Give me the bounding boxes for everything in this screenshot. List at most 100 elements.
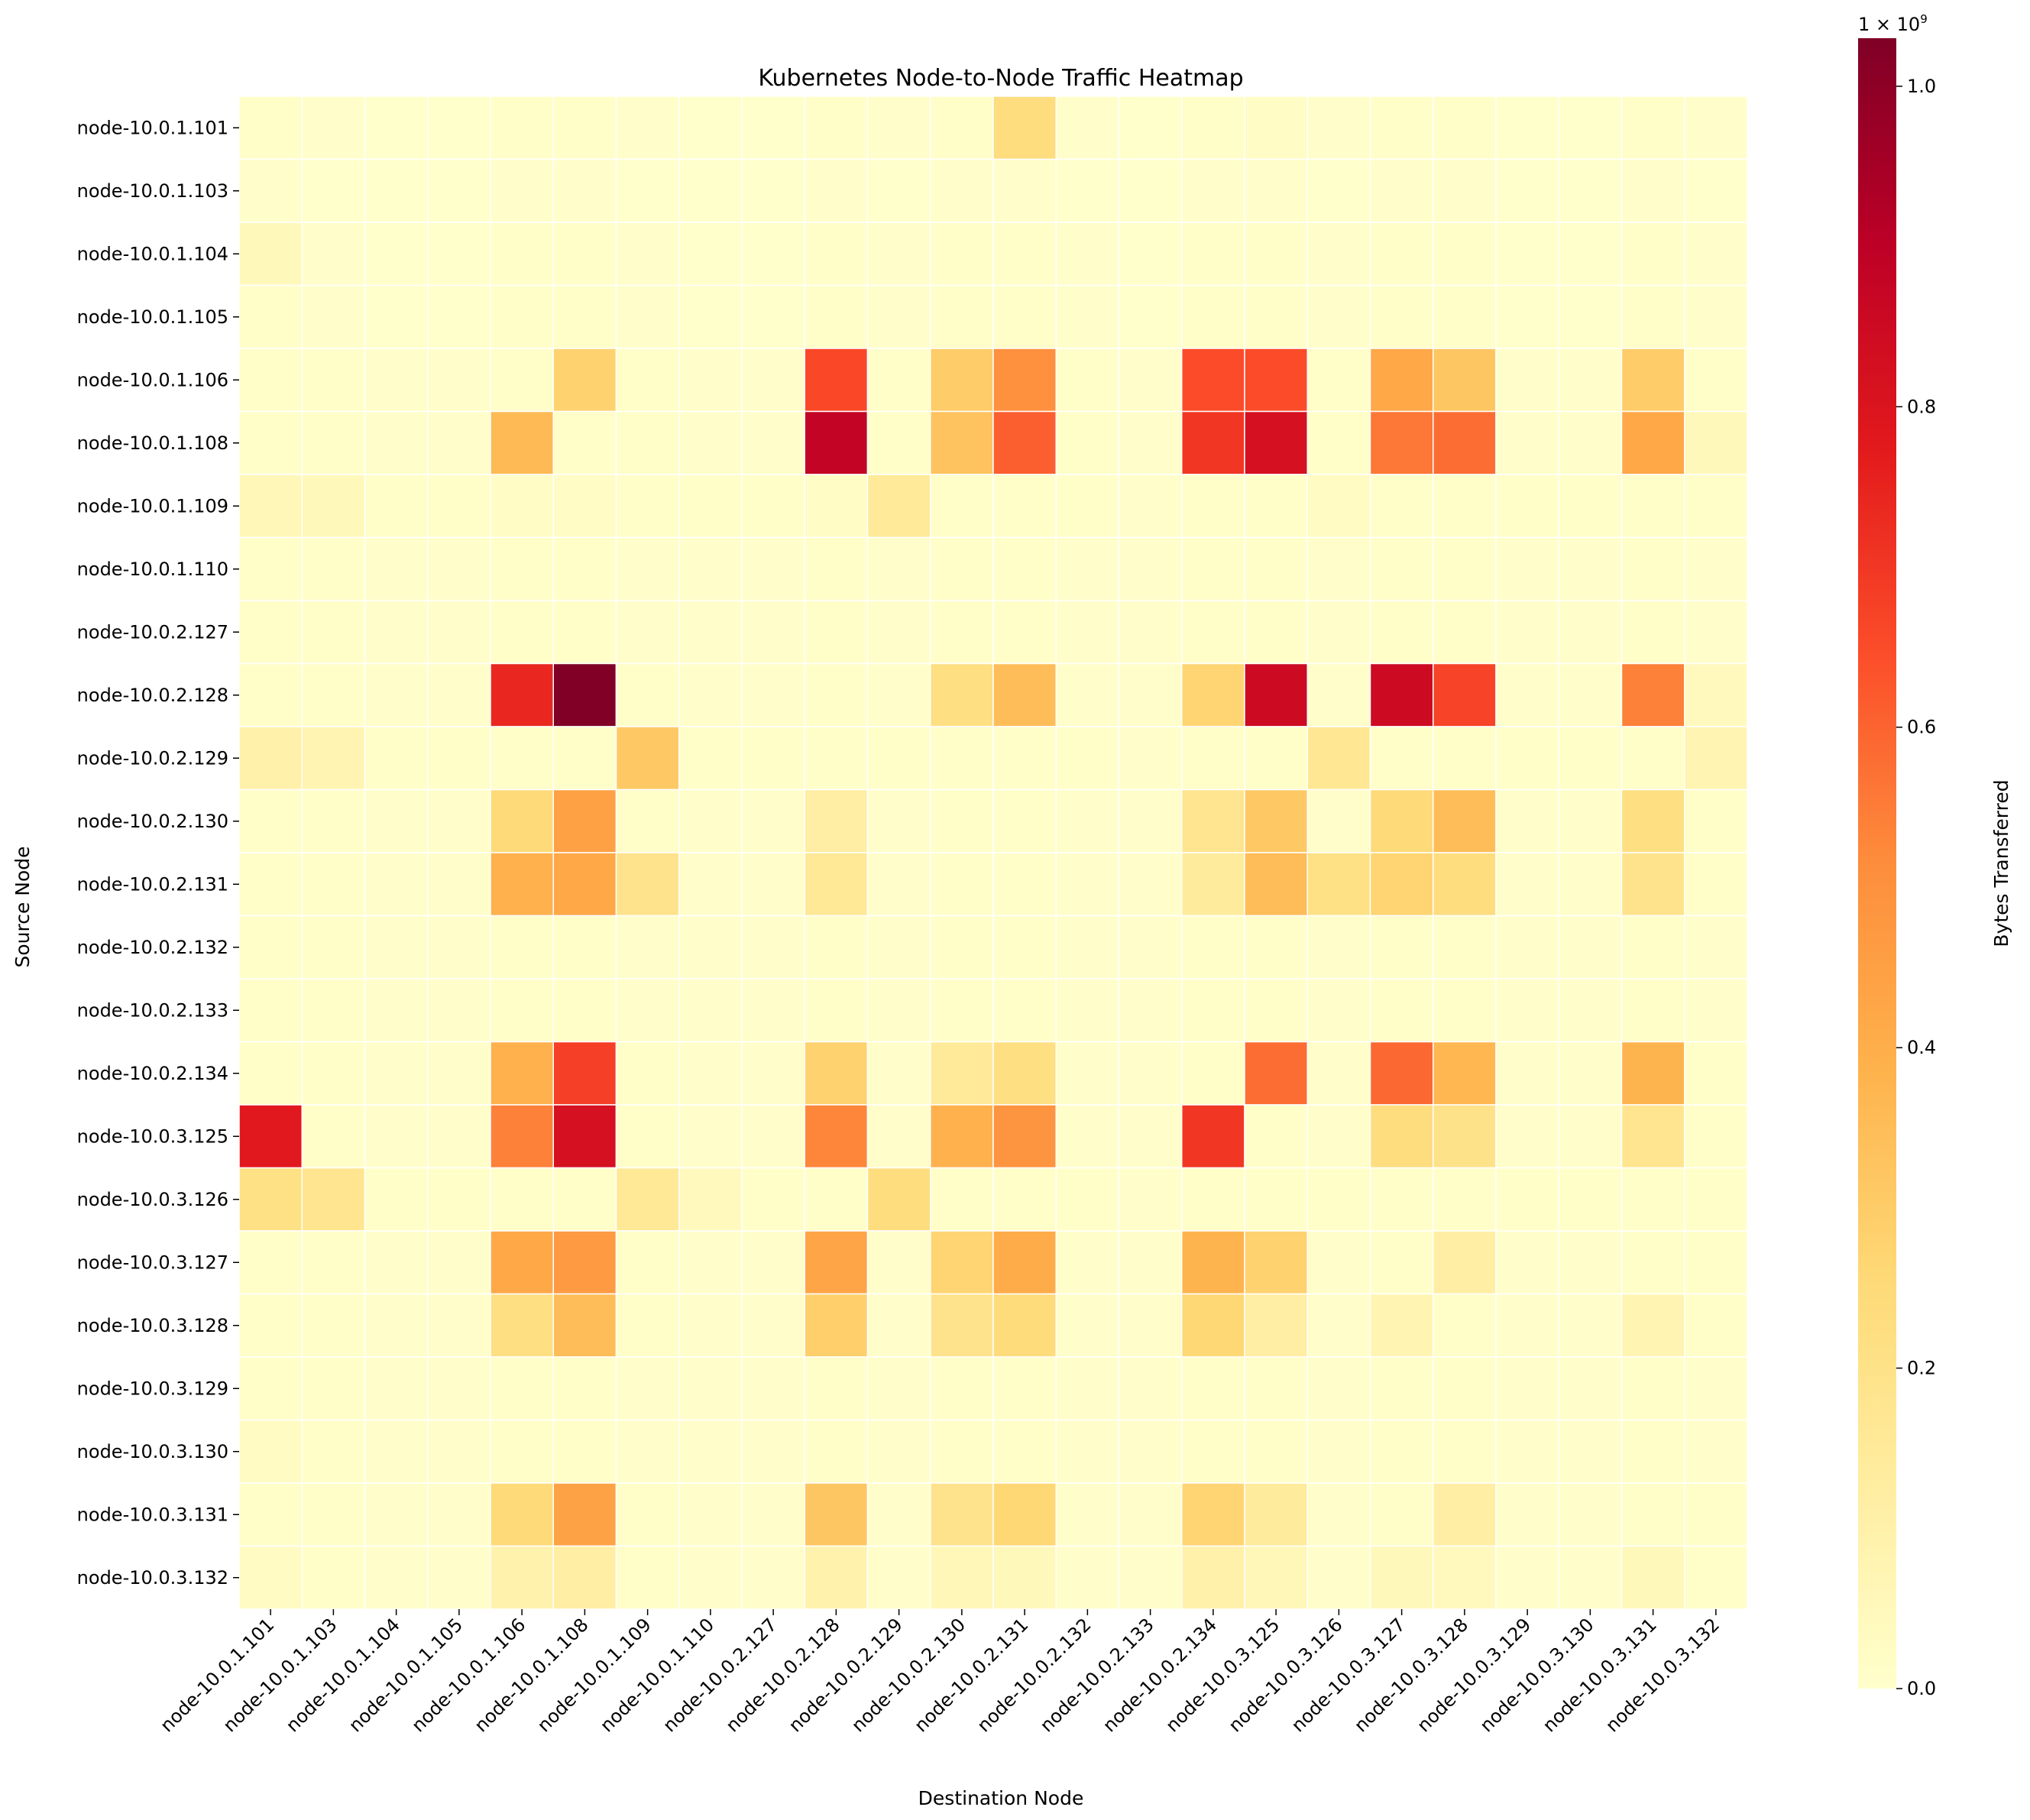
- heatmap-cell: [1684, 410, 1748, 475]
- heatmap-cell: [1433, 789, 1497, 853]
- heatmap-cell: [804, 158, 869, 223]
- heatmap-cell: [301, 410, 366, 475]
- heatmap-cell: [615, 600, 680, 665]
- heatmap-cell: [1181, 662, 1245, 727]
- x-tick-label: node-10.0.1.101: [156, 1614, 278, 1736]
- heatmap-cell: [866, 1356, 931, 1421]
- heatmap-cell: [1684, 348, 1748, 413]
- heatmap-cell: [1558, 536, 1623, 601]
- heatmap-cell: [490, 1104, 554, 1169]
- heatmap-cell: [427, 1230, 491, 1295]
- heatmap-cell: [678, 222, 743, 287]
- heatmap-cell: [1684, 1230, 1748, 1295]
- heatmap-cell: [1620, 600, 1685, 665]
- heatmap-cell: [301, 536, 366, 601]
- heatmap-cell: [1055, 158, 1120, 223]
- heatmap-cell: [1558, 284, 1623, 349]
- heatmap-cell: [992, 662, 1057, 727]
- heatmap-cell: [1118, 222, 1183, 287]
- heatmap-cell: [1620, 1419, 1685, 1484]
- x-tick-label: node-10.0.1.109: [533, 1614, 656, 1736]
- heatmap-cell: [1118, 410, 1183, 475]
- heatmap-cell: [1181, 158, 1245, 223]
- heatmap-cell: [1369, 1419, 1434, 1484]
- heatmap-cell: [615, 789, 680, 853]
- heatmap-cell: [1244, 284, 1308, 349]
- heatmap-cell: [427, 1356, 491, 1421]
- heatmap-cell: [238, 789, 303, 853]
- heatmap-cell: [364, 978, 429, 1043]
- heatmap-cell: [1620, 1545, 1685, 1610]
- y-tick-label: node-10.0.3.127: [77, 1252, 228, 1273]
- heatmap-cell: [1055, 978, 1120, 1043]
- heatmap-cell: [1306, 222, 1371, 287]
- heatmap-cell: [678, 1545, 743, 1610]
- heatmap-cell: [804, 1104, 869, 1169]
- heatmap-cell: [1433, 978, 1497, 1043]
- heatmap-cell: [678, 1104, 743, 1169]
- heatmap-cell: [1684, 1293, 1748, 1358]
- heatmap-cell: [930, 789, 994, 853]
- heatmap-cell: [1620, 536, 1685, 601]
- heatmap-cell: [615, 1104, 680, 1169]
- heatmap-cell: [1433, 1104, 1497, 1169]
- heatmap-cell: [552, 1041, 617, 1106]
- colorbar-ticks: 0.0 0.2 0.4 0.6 0.8 1.0: [1896, 76, 1936, 1699]
- x-tick-label: node-10.0.3.128: [1350, 1614, 1472, 1736]
- heatmap-cell: [1306, 348, 1371, 413]
- heatmap-cell: [552, 410, 617, 475]
- heatmap-cell: [1055, 600, 1120, 665]
- heatmap-cell: [866, 662, 931, 727]
- heatmap-cell: [1118, 1293, 1183, 1358]
- heatmap-cell: [1684, 1104, 1748, 1169]
- heatmap-cell: [1433, 222, 1497, 287]
- heatmap-cell: [552, 1482, 617, 1547]
- heatmap-cell: [1558, 1419, 1623, 1484]
- heatmap-cell: [1369, 474, 1434, 539]
- heatmap-cell: [1495, 726, 1559, 791]
- heatmap-cell: [1684, 726, 1748, 791]
- heatmap-cell: [1306, 1104, 1371, 1169]
- x-tick-label: node-10.0.2.133: [1036, 1614, 1158, 1736]
- heatmap-cell: [427, 1419, 491, 1484]
- heatmap-cell: [1684, 1482, 1748, 1547]
- heatmap-cell: [866, 1419, 931, 1484]
- heatmap-cell: [427, 1545, 491, 1610]
- heatmap-cell: [741, 1041, 805, 1106]
- heatmap-cell: [1369, 96, 1434, 160]
- y-tick-label: node-10.0.2.133: [77, 999, 228, 1021]
- heatmap-cell: [992, 96, 1057, 160]
- heatmap-cell: [1433, 600, 1497, 665]
- heatmap-cell: [741, 726, 805, 791]
- heatmap-cell: [1369, 1104, 1434, 1169]
- heatmap-cell: [490, 978, 554, 1043]
- heatmap-cell: [301, 1482, 366, 1547]
- heatmap-cell: [552, 1356, 617, 1421]
- heatmap-cell: [1055, 1041, 1120, 1106]
- colorbar-offset-exponent: 9: [1920, 12, 1928, 26]
- heatmap-cell: [804, 1545, 869, 1610]
- heatmap-cell: [615, 1230, 680, 1295]
- heatmap-cell: [1181, 1041, 1245, 1106]
- heatmap-cell: [1369, 1482, 1434, 1547]
- heatmap-cell: [1433, 1167, 1497, 1232]
- heatmap-cell: [301, 600, 366, 665]
- heatmap-cell: [364, 1356, 429, 1421]
- x-tick-label: node-10.0.1.110: [596, 1614, 718, 1736]
- x-tick-label: node-10.0.3.130: [1476, 1614, 1598, 1736]
- heatmap-cell: [1244, 1230, 1308, 1295]
- heatmap-cell: [678, 1293, 743, 1358]
- heatmap-cell: [238, 1293, 303, 1358]
- heatmap-cell: [1495, 662, 1559, 727]
- heatmap-cell: [552, 158, 617, 223]
- heatmap-cell: [238, 1104, 303, 1169]
- heatmap-cell: [552, 536, 617, 601]
- heatmap-cell: [804, 96, 869, 160]
- heatmap-cell: [741, 600, 805, 665]
- x-tick-label: node-10.0.1.106: [407, 1614, 529, 1736]
- heatmap-cell: [992, 1041, 1057, 1106]
- heatmap-cell: [1495, 348, 1559, 413]
- heatmap-cell: [678, 474, 743, 539]
- heatmap-cell: [930, 96, 994, 160]
- y-tick-label: node-10.0.1.104: [77, 243, 228, 264]
